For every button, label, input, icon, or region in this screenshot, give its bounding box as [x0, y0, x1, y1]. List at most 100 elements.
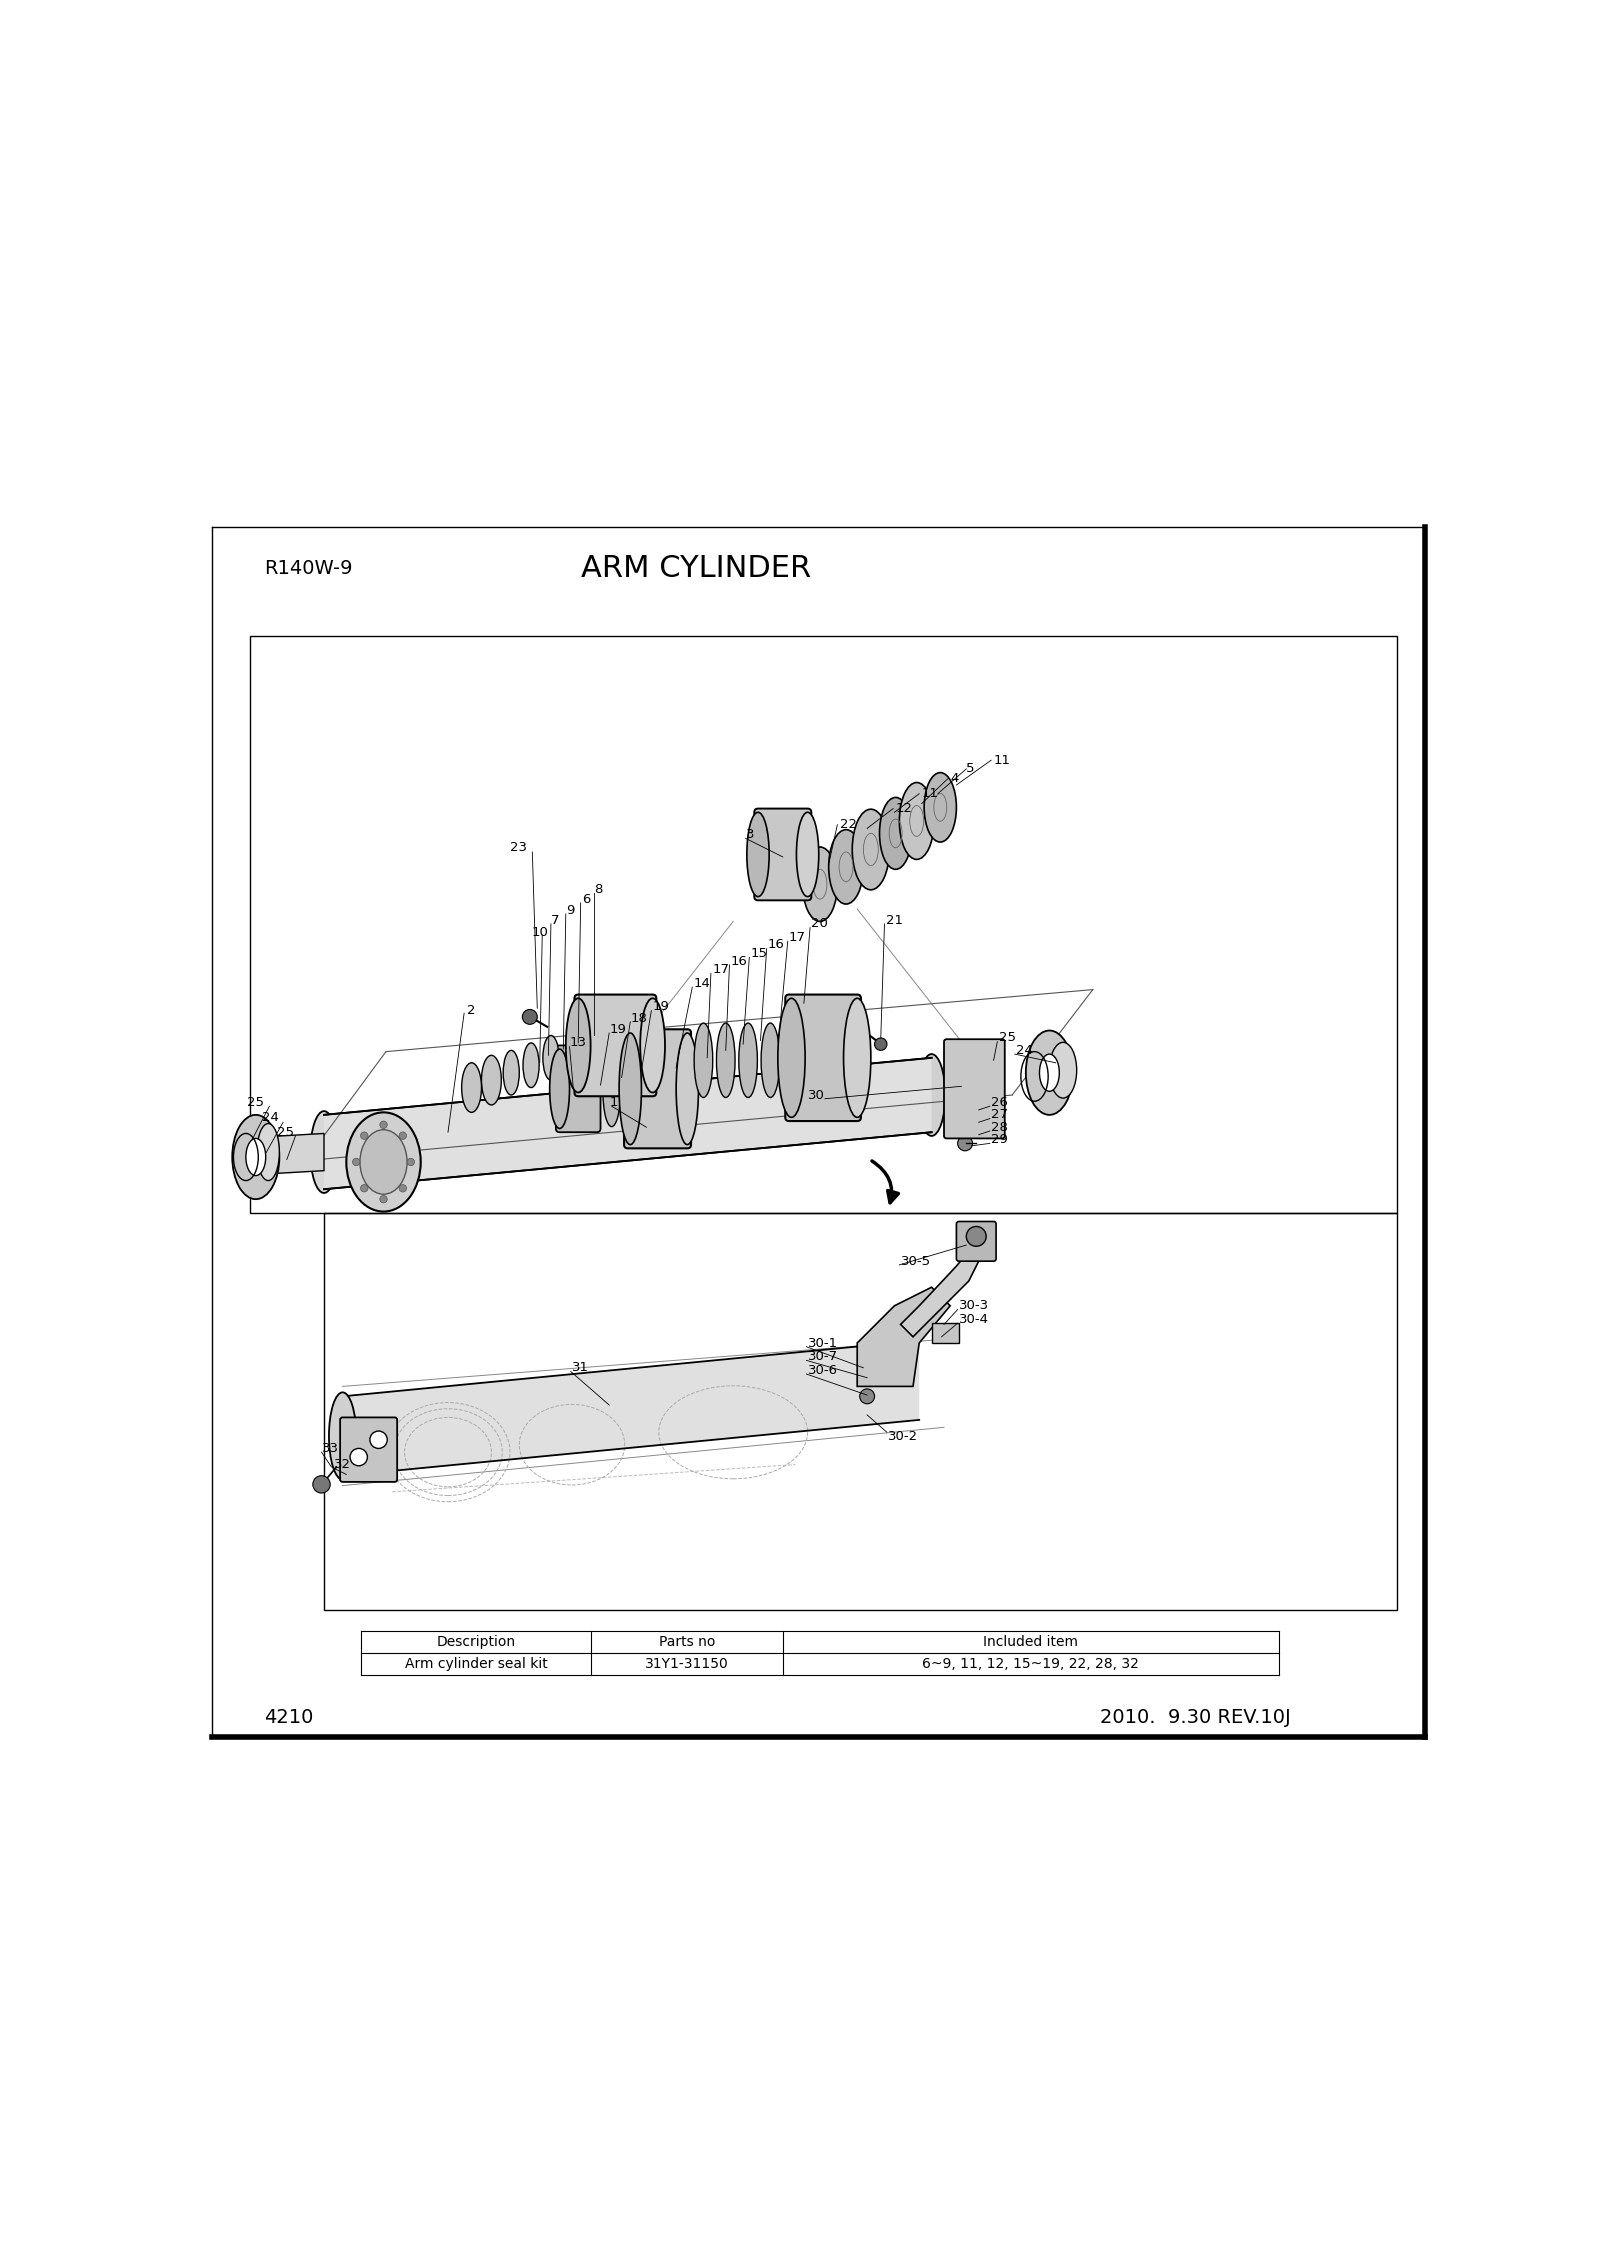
Ellipse shape: [677, 1034, 699, 1146]
Text: 5: 5: [966, 762, 974, 776]
Ellipse shape: [1040, 1054, 1059, 1092]
Circle shape: [859, 1388, 875, 1403]
Text: 30-2: 30-2: [888, 1430, 918, 1442]
Ellipse shape: [462, 1063, 482, 1112]
Polygon shape: [342, 1341, 918, 1475]
Circle shape: [406, 1159, 414, 1166]
Text: 30-7: 30-7: [808, 1350, 838, 1363]
Ellipse shape: [232, 1114, 280, 1199]
FancyBboxPatch shape: [624, 1029, 691, 1148]
Text: 19: 19: [610, 1022, 626, 1036]
Ellipse shape: [843, 998, 870, 1117]
Polygon shape: [858, 1287, 950, 1386]
Text: 22: 22: [840, 818, 858, 832]
Text: 8: 8: [594, 883, 603, 895]
Text: 30-3: 30-3: [958, 1300, 989, 1312]
Text: 28: 28: [990, 1121, 1008, 1134]
FancyBboxPatch shape: [786, 995, 861, 1121]
Text: 11: 11: [994, 753, 1011, 767]
Circle shape: [958, 1105, 970, 1114]
Ellipse shape: [899, 782, 934, 859]
Bar: [962, 1119, 976, 1123]
Ellipse shape: [853, 809, 890, 890]
Ellipse shape: [246, 1139, 266, 1175]
Ellipse shape: [550, 1049, 570, 1128]
Text: 4210: 4210: [264, 1708, 314, 1726]
Polygon shape: [901, 1244, 981, 1336]
Text: 30-6: 30-6: [808, 1363, 838, 1377]
Text: ARM CYLINDER: ARM CYLINDER: [581, 554, 811, 583]
FancyBboxPatch shape: [555, 1045, 600, 1132]
Text: 19: 19: [653, 1000, 669, 1013]
Ellipse shape: [694, 1022, 712, 1099]
Circle shape: [314, 1475, 330, 1493]
Ellipse shape: [523, 1043, 539, 1087]
Bar: [250, 637, 1397, 1213]
Text: 10: 10: [531, 926, 547, 939]
Ellipse shape: [310, 1112, 338, 1193]
Ellipse shape: [619, 1034, 642, 1146]
Text: 17: 17: [712, 964, 730, 975]
Ellipse shape: [330, 1392, 357, 1480]
Circle shape: [398, 1184, 406, 1193]
Text: 29: 29: [990, 1132, 1008, 1146]
Text: 6: 6: [582, 892, 590, 906]
Text: 14: 14: [693, 978, 710, 991]
Polygon shape: [259, 1134, 323, 1175]
Ellipse shape: [482, 1056, 501, 1105]
Ellipse shape: [918, 1054, 946, 1137]
Ellipse shape: [563, 1058, 581, 1128]
FancyBboxPatch shape: [574, 995, 656, 1096]
FancyBboxPatch shape: [957, 1222, 997, 1262]
Circle shape: [958, 1137, 973, 1150]
Text: 24: 24: [1016, 1045, 1032, 1056]
Polygon shape: [323, 1058, 931, 1188]
Text: 23: 23: [510, 841, 526, 854]
Ellipse shape: [778, 998, 805, 1117]
Text: 2: 2: [467, 1004, 475, 1018]
Ellipse shape: [829, 830, 864, 904]
FancyBboxPatch shape: [341, 1417, 397, 1482]
Text: Included item: Included item: [984, 1634, 1078, 1648]
Ellipse shape: [717, 1022, 734, 1099]
Text: 21: 21: [886, 915, 902, 926]
Text: 25: 25: [998, 1031, 1016, 1045]
Ellipse shape: [739, 1022, 757, 1099]
Circle shape: [360, 1132, 368, 1139]
Text: 26: 26: [990, 1096, 1008, 1110]
Ellipse shape: [542, 1036, 558, 1081]
Text: 27: 27: [990, 1108, 1008, 1121]
Text: 24: 24: [262, 1110, 278, 1123]
Text: 4: 4: [950, 771, 958, 785]
Circle shape: [379, 1195, 387, 1204]
FancyBboxPatch shape: [754, 809, 811, 901]
Ellipse shape: [360, 1130, 406, 1195]
Bar: [931, 1323, 958, 1343]
Text: 16: 16: [768, 939, 784, 951]
Text: 9: 9: [566, 904, 574, 917]
Text: 33: 33: [322, 1442, 339, 1455]
Ellipse shape: [966, 1226, 986, 1247]
Text: 12: 12: [896, 803, 912, 816]
Circle shape: [350, 1448, 368, 1466]
Ellipse shape: [640, 998, 666, 1092]
Text: R140W-9: R140W-9: [264, 558, 354, 578]
Circle shape: [379, 1121, 387, 1128]
Ellipse shape: [762, 1022, 779, 1099]
Text: 1: 1: [610, 1096, 618, 1110]
Text: 25: 25: [246, 1096, 264, 1110]
Text: 25: 25: [277, 1125, 294, 1139]
Text: 13: 13: [570, 1036, 587, 1049]
FancyBboxPatch shape: [944, 1040, 1005, 1139]
Ellipse shape: [1050, 1043, 1077, 1099]
Circle shape: [398, 1132, 406, 1139]
Text: 30-1: 30-1: [808, 1336, 838, 1350]
Ellipse shape: [346, 1112, 421, 1211]
Ellipse shape: [566, 998, 590, 1092]
Ellipse shape: [797, 812, 819, 897]
Circle shape: [875, 1038, 886, 1049]
Ellipse shape: [258, 1123, 280, 1182]
Text: 30-5: 30-5: [901, 1256, 931, 1267]
Ellipse shape: [925, 773, 957, 843]
Ellipse shape: [880, 798, 912, 870]
